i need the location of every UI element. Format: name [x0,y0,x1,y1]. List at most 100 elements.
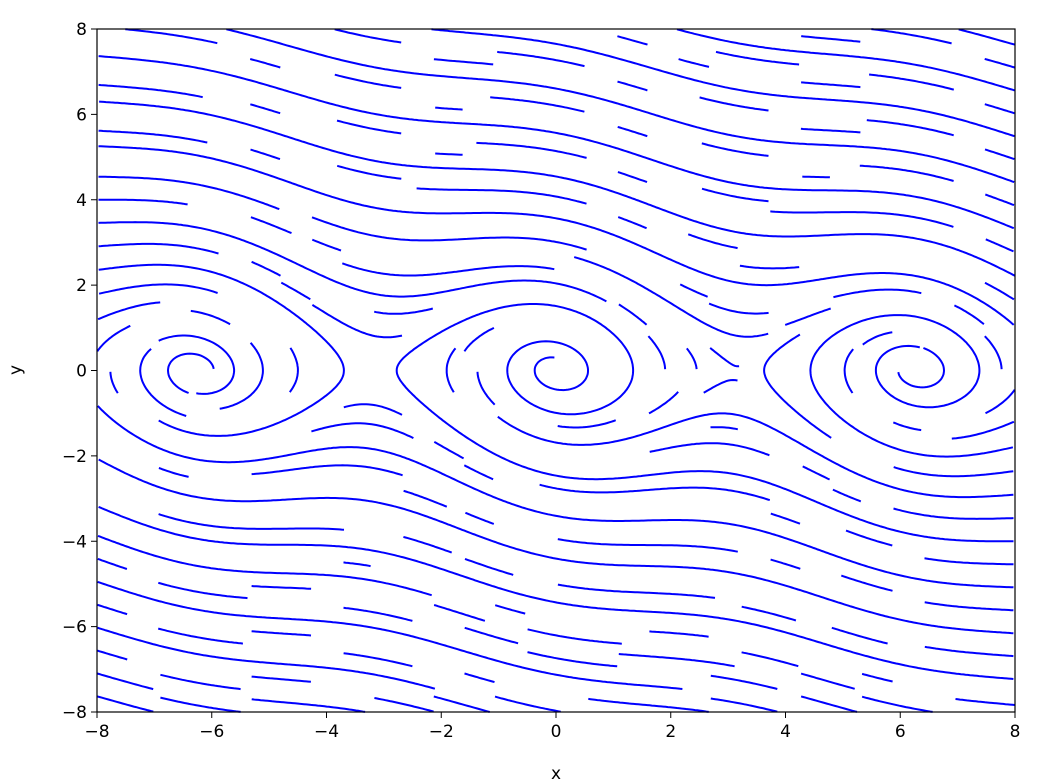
streamline [649,630,709,638]
streamline [97,649,128,661]
y-tick-label: 2 [76,276,87,296]
streamline [539,483,771,502]
streamline [249,58,281,69]
streamline [98,263,345,437]
streamline [97,405,1014,589]
streamline [802,175,830,179]
streamline [109,371,119,394]
streamline [800,672,855,690]
streamline [343,403,403,416]
streamline [840,574,893,592]
streamline [678,58,710,68]
streamline [490,96,585,113]
streamline [924,645,1014,658]
x-tick-label: −6 [199,722,224,742]
streamline [341,262,555,277]
streamline [741,651,799,668]
streamline [618,653,735,668]
streamline [464,626,519,645]
x-tick-label: 8 [1010,722,1021,742]
streamline [226,28,1015,184]
streamline [373,307,434,315]
streamline [588,697,709,713]
streamline [158,581,248,600]
streamline [97,672,154,691]
streamline [251,464,403,477]
streamline [158,334,236,395]
streamline [893,507,1014,520]
streamline [701,187,769,203]
x-tick-label: 6 [895,722,906,742]
streamline [770,210,954,228]
streamline [924,601,1014,612]
streamline [395,303,1014,543]
streamline [334,28,402,44]
x-axis-label: x [551,764,561,780]
streamline [98,458,1014,635]
streamline [97,626,436,690]
streamline [98,83,203,99]
streamline [871,28,952,45]
streamline [953,304,985,325]
streamline [831,626,888,645]
streamline [800,127,861,134]
streamline [801,35,861,43]
y-axis: −8 −6 −4 −2 0 2 4 6 8 [62,20,97,723]
streamline [99,100,1016,277]
y-tick-label: 8 [76,20,87,40]
streamline [334,73,402,89]
streamline [618,303,648,326]
streamline [710,674,778,690]
streamline [709,347,740,368]
streamline [741,605,797,622]
streamline [802,465,831,481]
streamline [985,238,1014,253]
streamline [955,698,1015,706]
streamline [703,378,738,394]
y-tick-label: −6 [62,618,87,638]
streamline [343,606,413,622]
streamline [984,193,1015,207]
streamline [98,198,188,206]
streamline [251,675,311,683]
streamline [647,335,667,370]
streamline [433,441,465,460]
y-tick-label: 0 [76,362,87,382]
streamline [861,695,933,713]
streamline [617,35,648,46]
streamline [311,422,414,439]
streamline [497,50,585,68]
x-axis: −8 −6 −4 −2 0 2 4 6 8 [84,712,1020,742]
streamline [250,216,292,235]
streamline [311,238,342,252]
streamline [476,141,587,159]
streamline [336,119,402,135]
streamline [859,164,954,182]
streamline [251,698,366,713]
streamline [190,309,231,326]
streamline [251,585,312,590]
streamline [985,389,1016,415]
streamline [617,216,647,230]
streamline [770,512,801,525]
streamline [96,324,131,352]
streamline [98,175,280,211]
streamline [687,233,738,250]
streamline [403,489,448,508]
streamline [433,58,494,66]
x-tick-label: 0 [551,722,562,742]
y-tick-label: 6 [76,105,87,125]
streamline [897,347,946,389]
streamline [98,242,219,255]
streamline [464,557,514,576]
streamline [494,604,526,615]
streamline [98,221,607,303]
streamline [679,283,709,298]
streamline [433,695,490,713]
streamline [435,152,463,156]
x-tick-label: −2 [429,722,454,742]
streamline [97,603,128,616]
streamline [527,651,618,668]
streamline [251,260,281,277]
